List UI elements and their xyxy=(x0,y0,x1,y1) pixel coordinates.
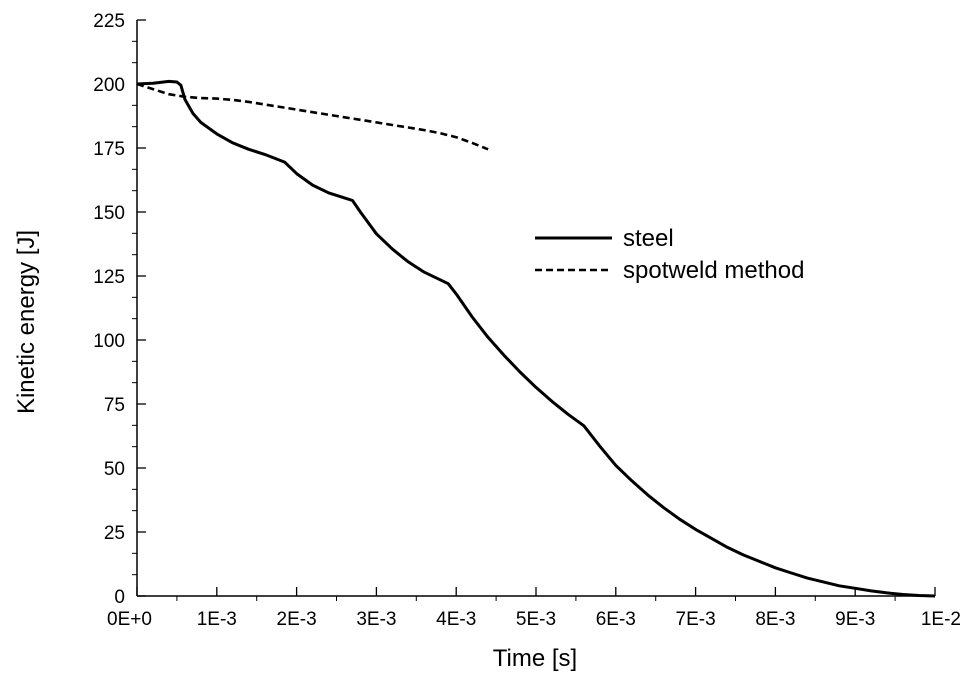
y-tick-label: 200 xyxy=(93,75,125,96)
x-tick-label: 4E-3 xyxy=(436,609,476,630)
y-tick-label: 50 xyxy=(104,459,125,480)
x-tick-label: 6E-3 xyxy=(596,609,636,630)
x-tick-label: 2E-3 xyxy=(277,609,317,630)
x-tick-label: 1E-3 xyxy=(197,609,237,630)
x-tick-label: 9E-3 xyxy=(835,609,875,630)
series-line-spotweld-method xyxy=(136,82,489,151)
y-tick-label: 125 xyxy=(93,267,125,288)
y-tick-label: 25 xyxy=(104,523,125,544)
series-line-steel xyxy=(136,79,936,598)
x-tick-label: 5E-3 xyxy=(516,609,556,630)
y-tick-label: 100 xyxy=(93,331,125,352)
x-tick-label: 3E-3 xyxy=(356,609,396,630)
y-tick-label: 0 xyxy=(114,587,125,608)
legend-label: spotweld method xyxy=(623,257,804,284)
x-axis-title: Time [s] xyxy=(493,645,577,672)
legend-label: steel xyxy=(623,225,674,252)
y-tick-label: 75 xyxy=(104,395,125,416)
y-tick-label: 150 xyxy=(93,203,125,224)
y-axis-title: Kinetic energy [J] xyxy=(13,230,40,414)
x-tick-label: 1E-2 xyxy=(921,609,961,630)
x-tick-label: 0E+0 xyxy=(107,609,152,630)
plot-area: 0 25 50 75 100 125 150 175 200 225 0E+0 1E-3 2E-3 3E-… xyxy=(93,11,961,630)
y-tick-label: 175 xyxy=(93,139,125,160)
y-tick-label: 225 xyxy=(93,11,125,32)
x-tick-label: 7E-3 xyxy=(676,609,716,630)
x-tick-label: 8E-3 xyxy=(755,609,795,630)
